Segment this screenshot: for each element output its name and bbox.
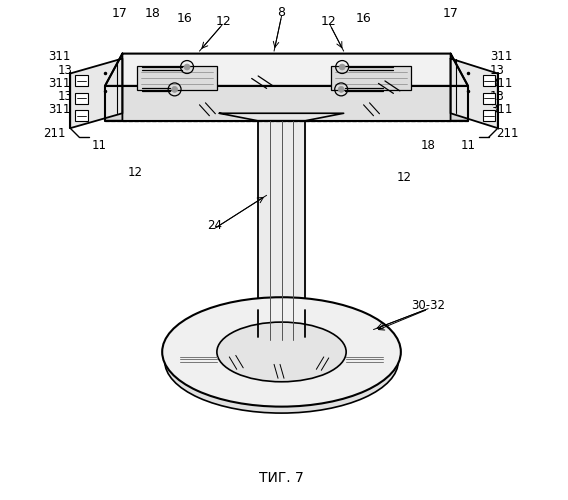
Text: 311: 311 [48, 104, 70, 117]
Polygon shape [219, 114, 344, 120]
Bar [75, 76, 87, 86]
Text: 17: 17 [442, 8, 458, 20]
Text: 16: 16 [177, 12, 193, 26]
Text: 16: 16 [356, 12, 371, 26]
Text: 18: 18 [144, 8, 160, 20]
Text: ΤИГ. 7: ΤИГ. 7 [259, 470, 304, 484]
Bar [137, 66, 217, 90]
Text: 12: 12 [321, 15, 337, 28]
Bar [331, 66, 411, 90]
Text: 12: 12 [397, 172, 412, 184]
Polygon shape [105, 54, 468, 86]
Circle shape [339, 64, 345, 70]
Circle shape [338, 86, 344, 92]
Text: 311: 311 [48, 77, 70, 90]
Polygon shape [105, 86, 468, 120]
Bar [483, 110, 495, 121]
Ellipse shape [217, 322, 346, 382]
Text: 12: 12 [127, 166, 143, 179]
Text: 211: 211 [43, 126, 65, 140]
Text: 18: 18 [421, 139, 436, 152]
Polygon shape [450, 58, 498, 128]
Bar [75, 93, 87, 104]
Text: 11: 11 [461, 139, 475, 152]
Text: 311: 311 [48, 50, 70, 62]
Bar [75, 110, 87, 121]
Text: 17: 17 [112, 8, 128, 20]
Text: 11: 11 [91, 139, 107, 152]
Text: 13: 13 [58, 90, 73, 104]
Text: 24: 24 [207, 218, 222, 232]
Text: 13: 13 [490, 64, 504, 78]
Circle shape [172, 86, 178, 92]
Text: 12: 12 [215, 15, 231, 28]
Text: 311: 311 [491, 50, 513, 62]
Polygon shape [450, 54, 468, 120]
Ellipse shape [165, 308, 398, 413]
Polygon shape [105, 54, 122, 120]
Circle shape [184, 64, 190, 70]
Polygon shape [258, 120, 306, 310]
Text: 30-32: 30-32 [411, 299, 445, 312]
Text: 8: 8 [278, 6, 286, 19]
Bar [483, 76, 495, 86]
Text: 311: 311 [491, 104, 513, 117]
Text: 211: 211 [496, 126, 519, 140]
Text: 13: 13 [58, 64, 73, 78]
Bar [483, 93, 495, 104]
Text: 311: 311 [491, 77, 513, 90]
Polygon shape [70, 58, 122, 128]
Text: 13: 13 [490, 90, 504, 104]
Ellipse shape [162, 297, 401, 406]
